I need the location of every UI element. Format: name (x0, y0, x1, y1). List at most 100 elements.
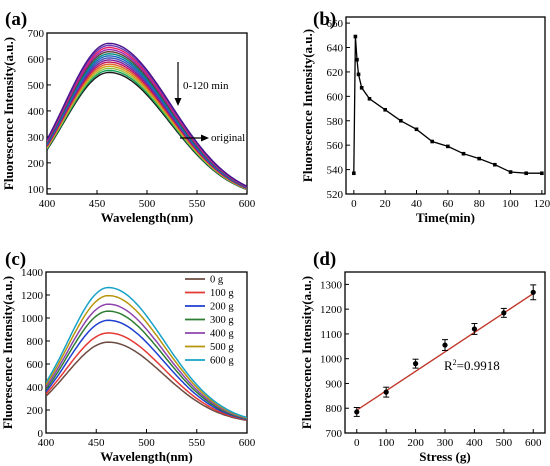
right-arrow-head (201, 134, 209, 142)
y-tick-label: 1300 (320, 279, 343, 291)
time-series-line (353, 36, 542, 174)
y-tick-label: 400 (27, 382, 44, 394)
data-point (477, 156, 481, 161)
x-tick-label: 300 (437, 437, 454, 449)
panel-d: 0 100 200 300 400 500 600 700 800 900 1000 1100 1200… (299, 249, 546, 464)
curves (47, 42, 247, 191)
legend-label: 200 g (210, 302, 234, 313)
fit-line (356, 292, 534, 411)
y-tick-label: 600 (27, 359, 44, 371)
y-tick-label: 200 (28, 158, 45, 170)
y-tick-label: 580 (327, 116, 344, 128)
x-axis-label: Time(min) (416, 210, 475, 225)
x-tick-label: 40 (411, 198, 423, 210)
data-point (354, 409, 360, 415)
spectrum-line-400g (46, 303, 247, 420)
spectrum-line-200g (46, 319, 247, 421)
x-tick-label: 400 (38, 437, 55, 449)
spectrum-line-500g (46, 294, 247, 419)
y-tick-label: 1200 (21, 290, 44, 302)
spectrum-line-0g (46, 341, 247, 422)
y-tick-label: 100 (28, 184, 45, 196)
y-tick-label: 600 (327, 91, 344, 103)
legend-label: 100 g (210, 288, 234, 299)
annotation-time-range: 0-120 min (183, 80, 229, 92)
panel-a: 400 450 500 550 600 100 200 300 400 500 600 700 Wave… (1, 9, 256, 225)
y-tick-label: 1400 (21, 267, 44, 279)
x-tick-label: 400 (39, 198, 56, 210)
x-tick-label: 400 (466, 437, 483, 449)
x-axis-label: Wavelength(nm) (101, 210, 193, 225)
x-tick-label: 600 (525, 437, 542, 449)
x-tick-label: 20 (380, 198, 392, 210)
y-tick-label: 800 (326, 403, 343, 415)
x-tick-label: 450 (88, 437, 105, 449)
y-tick-label: 500 (28, 80, 45, 92)
data-point (352, 171, 356, 176)
y-tick-label: 1200 (320, 304, 343, 316)
spectrum-line (47, 42, 247, 187)
x-tick-label: 80 (474, 198, 486, 210)
y-tick-label: 1000 (320, 354, 343, 366)
panel-label: (b) (313, 9, 336, 30)
data-point (530, 289, 536, 295)
data-point (508, 170, 513, 174)
legend-label: 600 g (210, 356, 234, 367)
y-tick-label: 400 (28, 106, 45, 118)
y-tick-label: 800 (27, 336, 44, 348)
x-tick-label: 100 (378, 437, 395, 449)
y-axis-label: Fluorescence Intensity(a.u.) (300, 29, 315, 182)
y-tick-label: 900 (326, 378, 343, 390)
y-tick-label: 300 (28, 132, 45, 144)
data-point (383, 107, 387, 112)
panel-c: 400 450 500 550 600 0 200 400 600 800 1000 1200 1400… (0, 249, 256, 464)
legend: 0 g 100 g 200 g 300 g 400 g 500 g 600 g (185, 275, 234, 367)
down-arrow-head (174, 98, 182, 106)
y-tick-label: 600 (28, 54, 45, 66)
annotation-original: original (211, 132, 245, 144)
data-point (493, 162, 497, 167)
y-tick-label: 700 (326, 428, 343, 440)
y-tick-label: 660 (327, 18, 344, 30)
data-point (356, 72, 361, 77)
data-point (355, 57, 359, 62)
panel-b: 0 20 40 60 80 100 120 520 540 560 580 600 620 640 660 T… (300, 9, 550, 225)
data-point (471, 326, 478, 332)
data-point (442, 342, 448, 348)
y-tick-label: 520 (327, 189, 344, 201)
r-squared-annotation: R2=0.9918 (444, 358, 500, 373)
y-axis-label: Fluorescence Intensity(a.u.) (1, 37, 16, 190)
x-tick-label: 200 (407, 437, 424, 449)
curves (46, 286, 247, 422)
plot-frame (345, 16, 546, 195)
x-tick-label: 100 (502, 198, 519, 210)
data-point (399, 118, 403, 123)
y-tick-label: 1100 (320, 329, 342, 341)
x-tick-label: 600 (239, 437, 256, 449)
data-point (359, 86, 364, 90)
data-point (353, 34, 358, 39)
legend-label: 500 g (210, 342, 234, 353)
data-point (446, 144, 450, 149)
y-tick-label: 0 (38, 428, 44, 440)
data-point (412, 361, 419, 367)
x-axis-label: Stress (g) (419, 449, 470, 464)
spectrum-line-300g (46, 310, 247, 420)
y-tick-label: 640 (327, 43, 344, 55)
data-point (367, 96, 372, 101)
x-tick-label: 500 (139, 198, 156, 210)
spectrum-line-100g (46, 332, 247, 421)
panel-label: (a) (5, 9, 27, 30)
x-tick-label: 120 (534, 198, 550, 210)
legend-label: 400 g (210, 329, 234, 340)
x-tick-label: 550 (189, 437, 206, 449)
y-tick-label: 700 (28, 28, 45, 40)
legend-label: 0 g (210, 275, 224, 286)
legend-label: 300 g (210, 315, 234, 326)
data-point (461, 151, 466, 156)
data-point (540, 171, 544, 176)
y-tick-label: 1000 (21, 313, 44, 325)
panel-label: (d) (313, 249, 336, 270)
y-tick-label: 620 (327, 67, 344, 79)
